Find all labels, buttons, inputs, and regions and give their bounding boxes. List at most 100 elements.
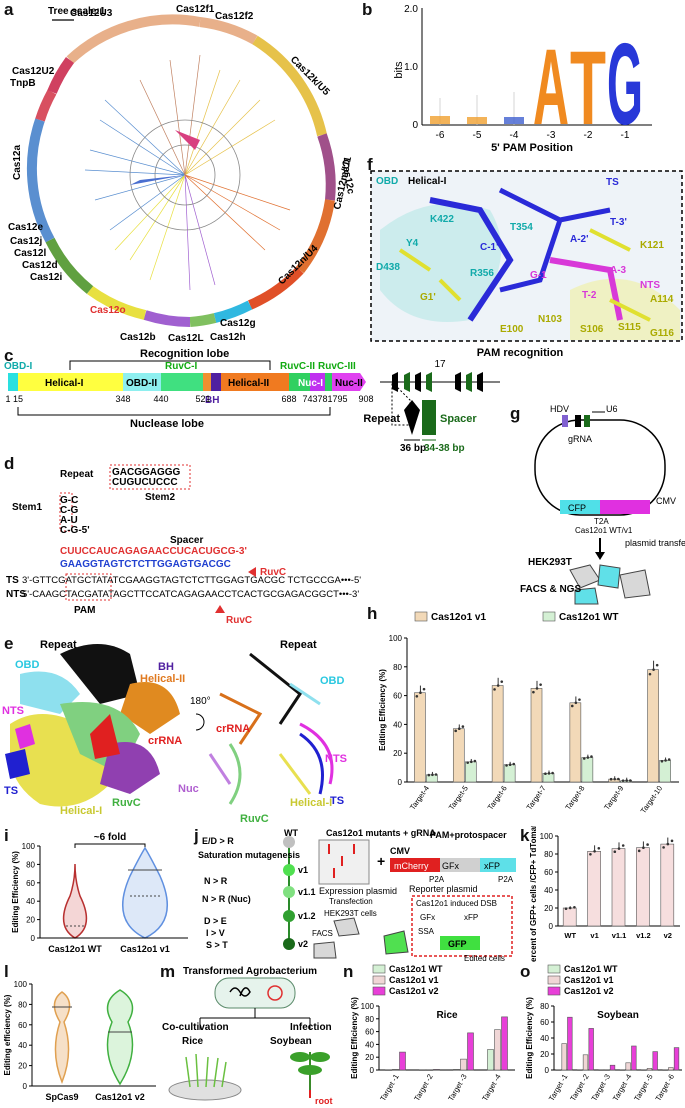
svg-text:S106: S106 (580, 324, 604, 335)
svg-text:HDV: HDV (550, 404, 569, 414)
x-tick-label: Target -3 (446, 1073, 469, 1103)
data-point (621, 779, 625, 782)
x-tick-label: Target-7 (524, 784, 547, 812)
panel-o: o (520, 962, 531, 981)
clade-label: Cas12a (12, 145, 23, 180)
x-tick-label: Target -3 (589, 1073, 612, 1103)
bar (647, 669, 659, 783)
svg-text:Helical-II: Helical-II (228, 378, 269, 389)
nts-sequence: 5'-CAAGCTACGATATAGCTTCCATCAGAGAACCTCACTG… (22, 589, 359, 600)
data-point (454, 729, 457, 733)
svg-text:CMV: CMV (656, 496, 676, 506)
panel-n: n (343, 962, 354, 981)
svg-text:Edited cells: Edited cells (464, 954, 505, 962)
y-tick-label: 20 (393, 749, 402, 758)
legend-swatch (542, 611, 556, 622)
legend-swatch (414, 611, 428, 622)
bar (619, 1069, 626, 1071)
svg-text:HEK293T: HEK293T (528, 557, 572, 568)
y-tick-label: 0 (398, 778, 403, 787)
data-point (670, 839, 674, 843)
svg-text:A114: A114 (650, 294, 674, 305)
svg-text:-1: -1 (621, 130, 630, 141)
data-point (508, 763, 512, 767)
legend-swatch (547, 986, 561, 996)
svg-text:S115: S115 (618, 322, 641, 333)
svg-text:Y4: Y4 (406, 238, 419, 249)
svg-text:PAM: PAM (74, 605, 95, 616)
svg-text:v1: v1 (298, 865, 308, 875)
plasmid-schematic: HDV U6 gRNA CFP T2A Cas12o1 WT/v1 CMV pl… (520, 404, 685, 605)
svg-text:D438: D438 (376, 262, 400, 273)
clade-label: Cas12L (168, 333, 204, 344)
bar (652, 1051, 658, 1071)
y-tick-label: 100 (389, 634, 403, 643)
svg-text:T354: T354 (510, 222, 533, 233)
bar (453, 1069, 460, 1071)
svg-text:Helical-I: Helical-I (60, 805, 102, 817)
data-point (419, 691, 422, 695)
svg-text:Helical-II: Helical-II (140, 673, 185, 685)
svg-text:E100: E100 (500, 324, 524, 335)
data-point (662, 846, 665, 849)
svg-text:crRNA: crRNA (148, 735, 182, 747)
svg-text:781: 781 (317, 394, 332, 404)
panel-h: h (367, 604, 378, 623)
clade-label: Cas12h (210, 332, 246, 343)
bar (588, 1028, 594, 1071)
svg-text:RuvC-II: RuvC-II (280, 361, 315, 372)
legend-swatch (547, 975, 561, 985)
domain-map: Recognition lobe OBD-I Helical-I OBD-II … (4, 348, 500, 454)
svg-text:OBD-II: OBD-II (126, 378, 157, 389)
x-tick-label: v1.2 (636, 931, 651, 940)
x-tick-label: Target -2 (568, 1073, 591, 1103)
y-tick-label: 20 (365, 1053, 374, 1062)
data-point (655, 663, 659, 667)
svg-text:1.0: 1.0 (404, 62, 418, 73)
bar (581, 757, 594, 783)
svg-text:gRNA: gRNA (568, 434, 592, 444)
svg-text:T-3': T-3' (610, 217, 627, 228)
bar (467, 1032, 474, 1071)
svg-text:NTS: NTS (6, 589, 26, 600)
svg-text:SSA: SSA (418, 927, 435, 936)
y-tick-label: 100 (22, 842, 36, 851)
chart-title: Rice (436, 1010, 458, 1021)
x-tick-label: WT (564, 931, 576, 940)
panel-d: d (4, 454, 15, 473)
bar (659, 760, 671, 783)
x-tick-label: Cas12o1 WT (48, 944, 102, 954)
svg-text:FACS & NGS: FACS & NGS (520, 584, 581, 595)
svg-text:GAAGGTAGTCTCTTGGAGTGACGC: GAAGGTAGTCTCTTGGAGTGACGC (60, 559, 231, 570)
x-tick-label: Target -4 (611, 1073, 634, 1103)
y-tick-label: 20 (26, 916, 35, 925)
svg-text:NTS: NTS (325, 753, 347, 765)
y-tick-label: 20 (18, 1062, 27, 1071)
data-point (547, 772, 551, 775)
bar (494, 1029, 501, 1071)
svg-text:N > R (Nuc): N > R (Nuc) (202, 894, 251, 904)
bar (433, 1069, 440, 1071)
data-point (666, 842, 670, 846)
svg-text:Cas12o1 WT/v1: Cas12o1 WT/v1 (575, 526, 633, 535)
legend-label: Cas12o1 WT (559, 612, 618, 623)
legend-swatch (547, 964, 561, 974)
legend-swatch (372, 986, 386, 996)
svg-text:C-G: C-G (60, 505, 79, 516)
chart-h: 0 20 40 60 80 100 Editing Efficiency (%) Target… (378, 611, 679, 815)
y-tick-label: 60 (544, 868, 553, 877)
clade-label: Cas12l (14, 248, 46, 259)
svg-text:RuvC-I: RuvC-I (165, 361, 197, 372)
data-point (427, 773, 431, 777)
legend-swatch (372, 964, 386, 974)
y-tick-label: 100 (14, 980, 28, 989)
data-point (574, 701, 578, 705)
y-tick-label: 40 (544, 886, 553, 895)
svg-text:G-1: G-1 (530, 270, 547, 281)
bar (555, 1069, 562, 1071)
x-tick-label: v1 (590, 931, 598, 940)
x-tick-label: Target -1 (378, 1073, 401, 1103)
bar (668, 1067, 674, 1071)
